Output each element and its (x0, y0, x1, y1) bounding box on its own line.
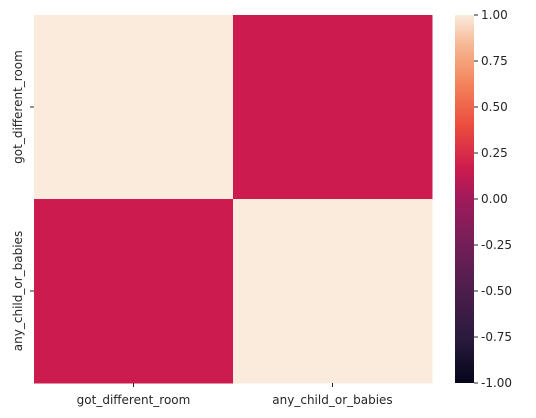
y-tick-label: got_different_room (11, 50, 25, 164)
colorbar-tick-label: -1.00 (481, 376, 512, 390)
colorbar-tick-label: -0.75 (481, 330, 512, 344)
colorbar-tick-label: -0.50 (481, 284, 512, 298)
colorbar: 1.00 0.75 0.50 0.25 0.00 -0.25 -0.50 -0.75 -1.00 (455, 8, 512, 390)
x-axis: got_different_room any_child_or_babies (77, 383, 393, 407)
colorbar-tick-label: 0.50 (481, 100, 508, 114)
y-tick-label: any_child_or_babies (11, 231, 25, 351)
colorbar-tick-label: 0.25 (481, 146, 508, 160)
y-axis: got_different_room any_child_or_babies (11, 50, 34, 351)
heatmap-cell (34, 199, 234, 384)
colorbar-tick-label: 0.75 (481, 54, 508, 68)
heatmap-cells (34, 15, 433, 384)
x-tick-label: any_child_or_babies (272, 393, 392, 407)
colorbar-tick-label: -0.25 (481, 238, 512, 252)
colorbar-tick-label: 1.00 (481, 8, 508, 22)
heatmap-cell (34, 15, 234, 200)
heatmap-cell (233, 15, 433, 200)
colorbar-tick-label: 0.00 (481, 192, 508, 206)
heatmap-cell (233, 199, 433, 384)
colorbar-gradient (455, 15, 474, 383)
x-tick-label: got_different_room (77, 393, 191, 407)
